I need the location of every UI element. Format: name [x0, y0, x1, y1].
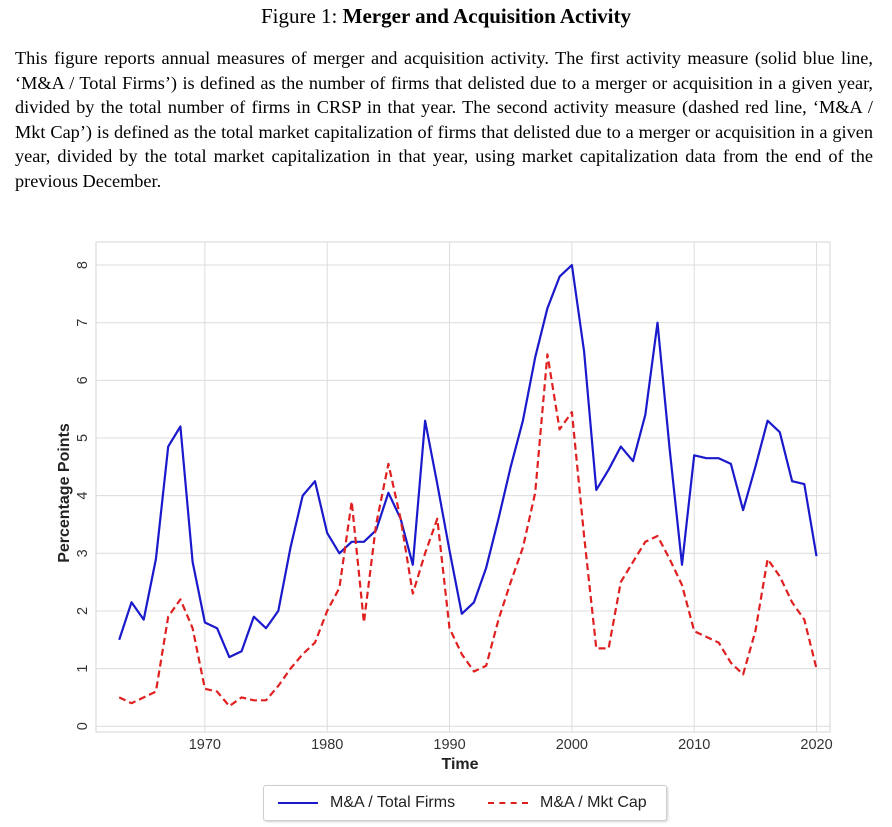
plot-area: [95, 241, 831, 733]
x-tick-label: 1990: [433, 737, 465, 753]
figure-label: Figure 1:: [260, 4, 338, 28]
figure-title: Figure 1: Merger and Acquisition Activit…: [0, 4, 892, 29]
y-tick-label: 3: [75, 549, 91, 557]
x-tick-label: 1970: [189, 737, 221, 753]
series-line-ma-total-firms: [118, 264, 818, 659]
y-tick-label: 5: [75, 434, 91, 442]
y-axis-label: Percentage Points: [56, 423, 73, 563]
x-tick-label: 2020: [800, 737, 832, 753]
x-axis-label: Time: [441, 756, 478, 773]
figure-title-text: Merger and Acquisition Activity: [342, 4, 632, 28]
series-line-ma-mkt-cap: [118, 353, 818, 708]
y-tick-label: 4: [75, 492, 91, 500]
y-tick-label: 2: [75, 607, 91, 615]
y-tick-label: 8: [75, 261, 91, 269]
legend-swatch-dashed-red: [488, 802, 528, 804]
y-tick-label: 0: [75, 722, 91, 730]
x-tick-label: 1980: [311, 737, 343, 753]
x-axis-ticks: 1970 1980 1990 2000 2010 2020: [189, 737, 833, 753]
y-tick-label: 7: [75, 319, 91, 327]
x-tick-label: 2010: [678, 737, 710, 753]
legend-label-mkt-cap: M&A / Mkt Cap: [540, 794, 647, 811]
y-tick-label: 1: [75, 665, 91, 673]
x-tick-label: 2000: [556, 737, 588, 753]
figure-caption: This figure reports annual measures of m…: [15, 48, 873, 191]
legend-label-total-firms: M&A / Total Firms: [330, 794, 456, 811]
y-axis-ticks: 0 1 2 3 4 5 6 7 8: [75, 261, 91, 730]
legend-item-mkt-cap: M&A / Mkt Cap: [488, 786, 647, 820]
chart-legend: M&A / Total Firms M&A / Mkt Cap: [263, 785, 667, 821]
chart-grid: [96, 242, 830, 732]
series-group: [118, 264, 818, 708]
y-tick-label: 6: [75, 376, 91, 384]
legend-swatch-solid-blue: [278, 802, 318, 804]
legend-item-total-firms: M&A / Total Firms: [278, 786, 455, 820]
